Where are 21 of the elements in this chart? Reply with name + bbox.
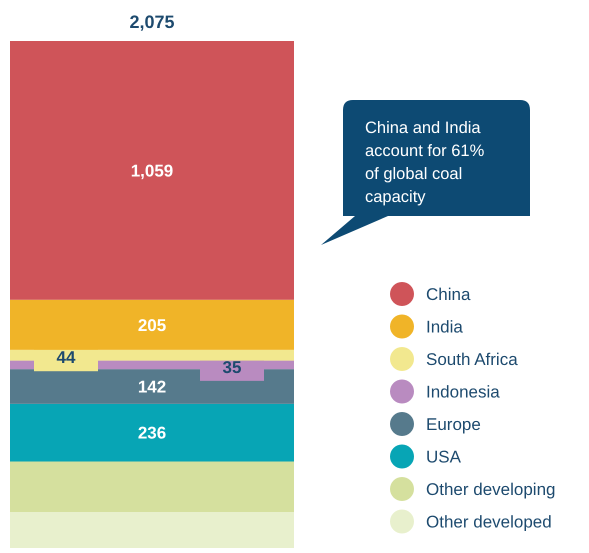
data-label: 142 xyxy=(138,377,166,396)
bar xyxy=(10,300,294,350)
legend-label: South Africa xyxy=(426,350,518,369)
data-label: 1,059 xyxy=(130,161,174,180)
data-label: 44 xyxy=(56,348,76,368)
bar xyxy=(10,462,294,512)
bar xyxy=(10,41,294,300)
legend-label: Other developing xyxy=(426,480,556,499)
data-label: 236 xyxy=(138,424,166,443)
bar xyxy=(10,404,294,462)
legend-label: Other developed xyxy=(426,512,552,532)
bar xyxy=(10,512,294,548)
text: China and India account for 61% of global coal capacity xyxy=(365,119,485,206)
legend-label: Europe xyxy=(426,415,481,434)
total-label: 2,075 xyxy=(129,12,175,32)
data-label: 35 xyxy=(222,358,242,377)
legend-label: India xyxy=(426,318,464,336)
data-label: 205 xyxy=(138,316,166,335)
legend-label: USA xyxy=(426,448,462,466)
legend-label: Indonesia xyxy=(426,382,500,402)
legend-label: China xyxy=(426,285,471,304)
